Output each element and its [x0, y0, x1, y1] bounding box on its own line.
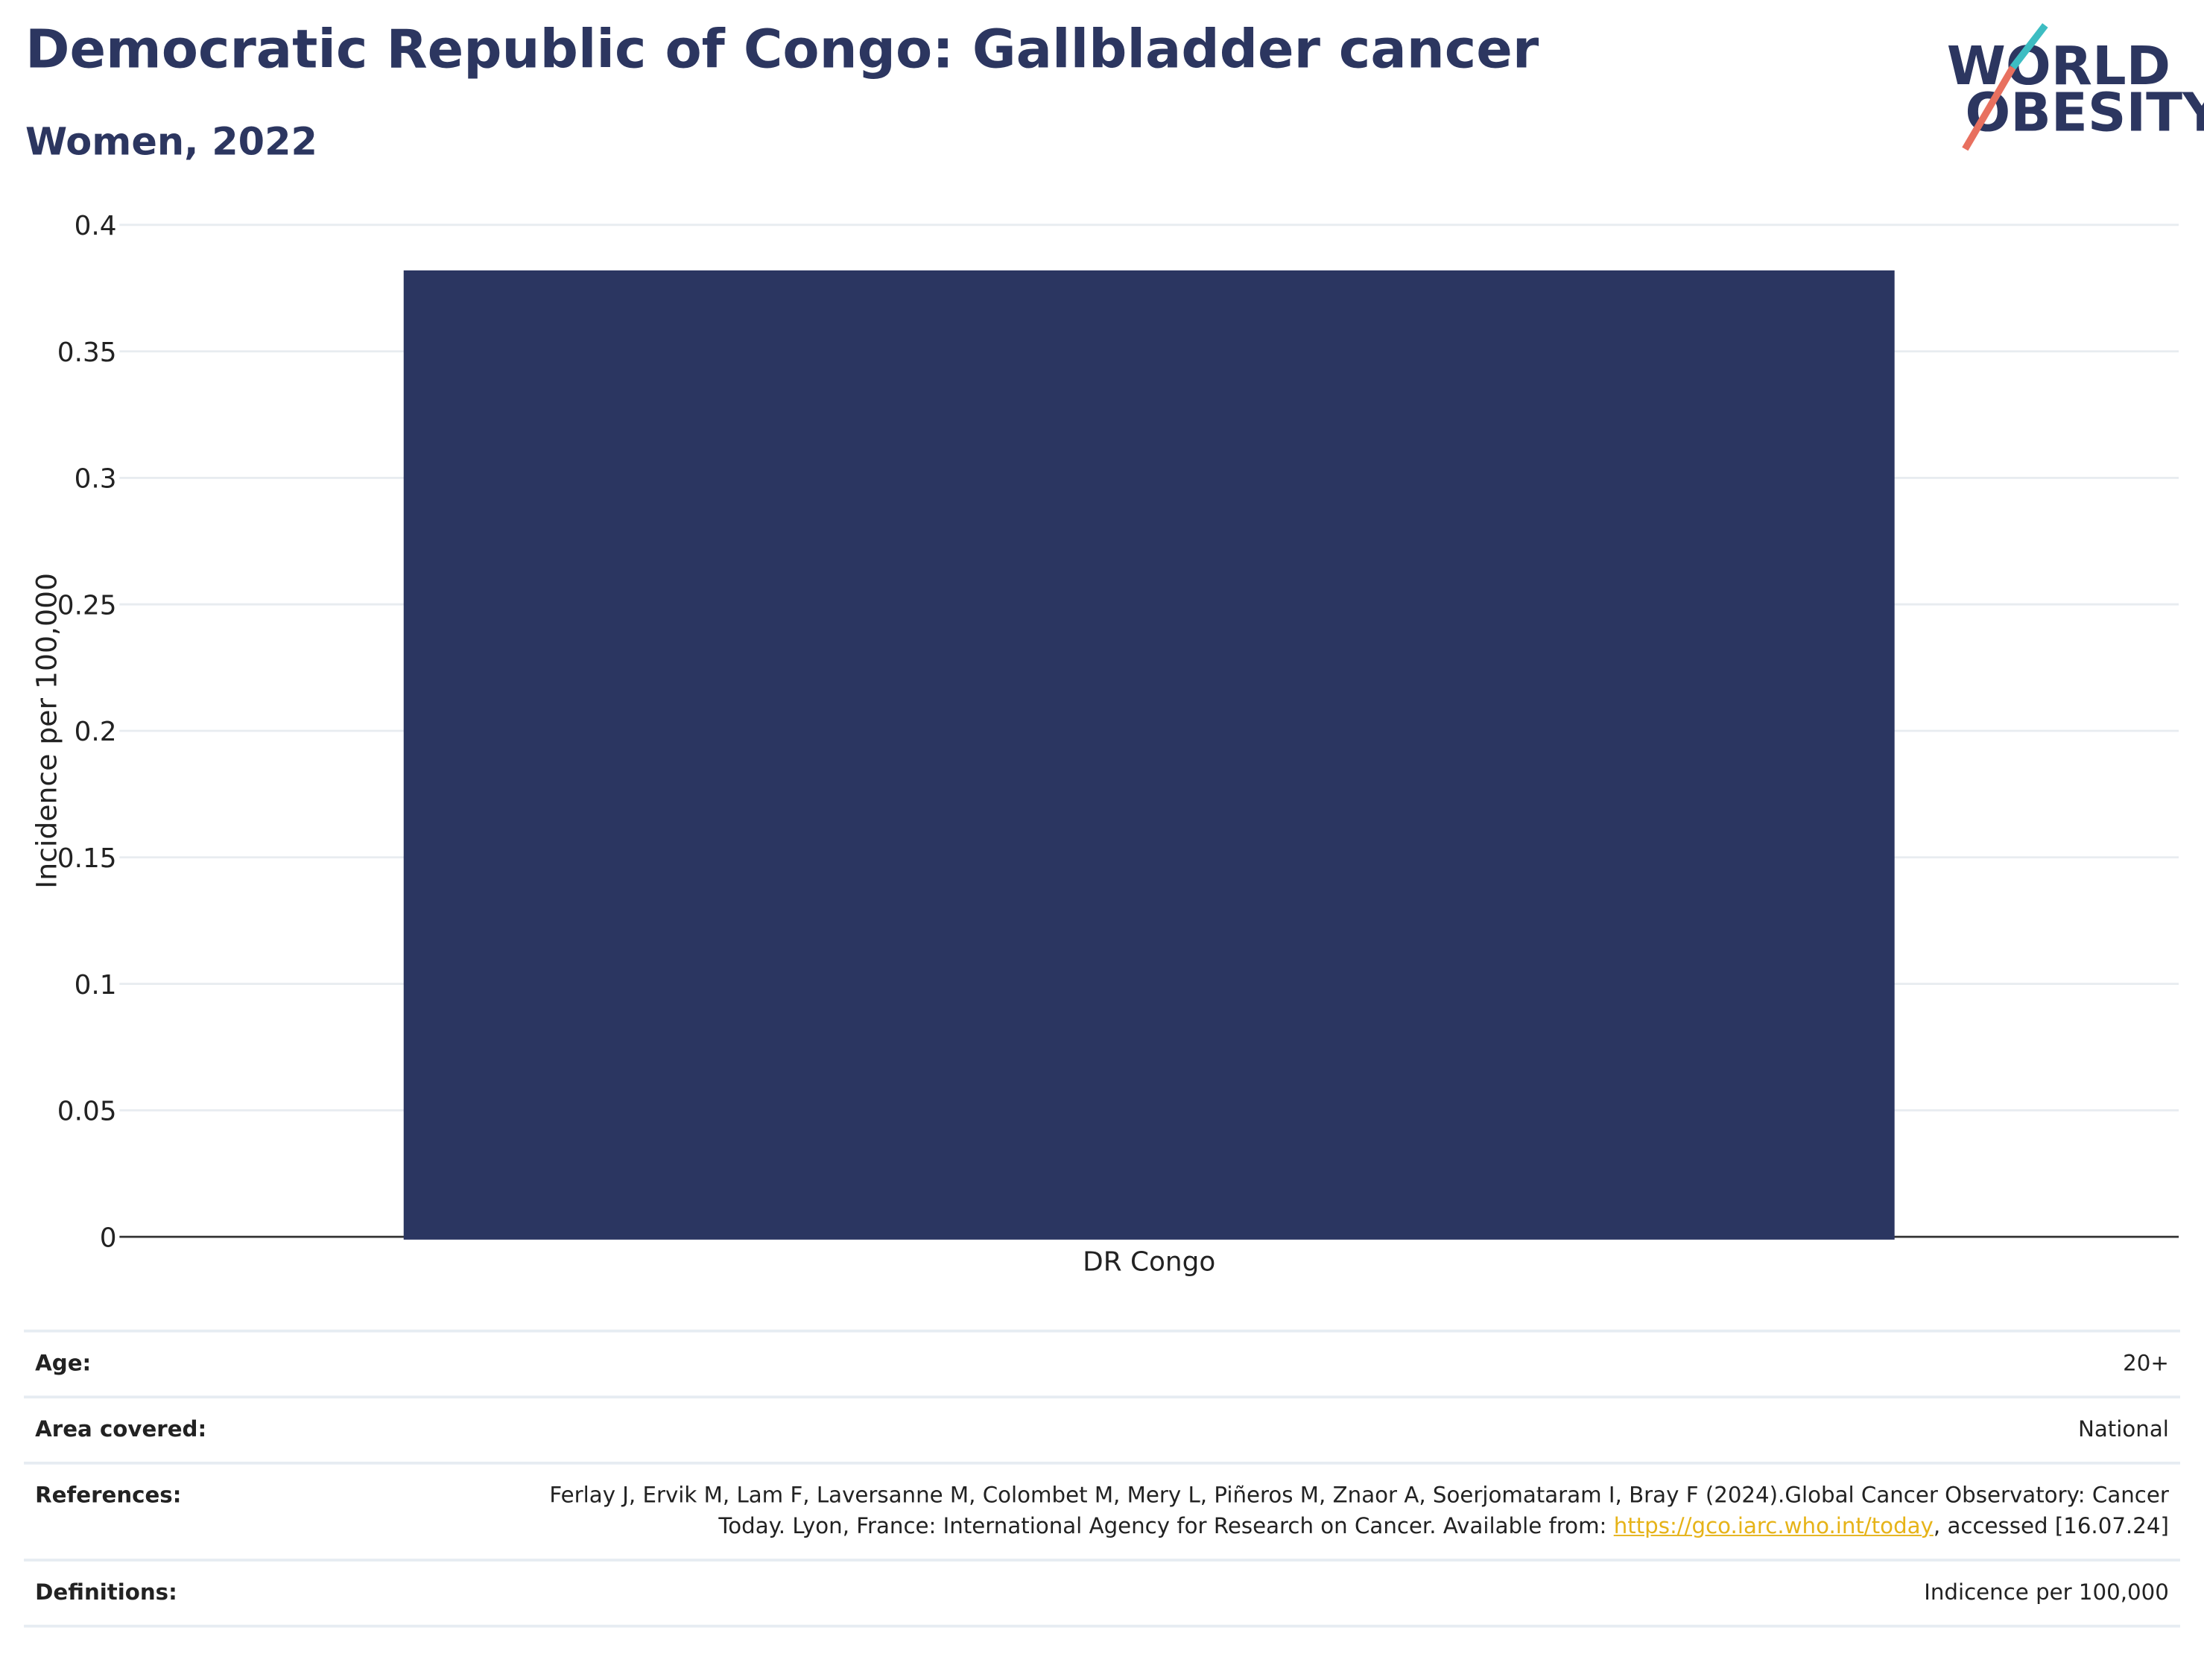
row-label: References:	[35, 1483, 182, 1509]
y-tick-label: 0.15	[57, 843, 117, 874]
row-label: Area covered:	[35, 1416, 207, 1442]
table-row: Age: 20+	[24, 1329, 2180, 1396]
logo-text: WORLD	[1947, 34, 2170, 97]
row-label: Age:	[35, 1350, 92, 1376]
table-row: References: Ferlay J, Ervik M, Lam F, Lav…	[24, 1461, 2180, 1559]
y-tick-label: 0.05	[57, 1097, 117, 1127]
y-tick-label: 0.1	[75, 970, 117, 1001]
row-value: Ferlay J, Ervik M, Lam F, Laversanne M, …	[510, 1480, 2169, 1541]
chart: Democratic Republic of Congo: Gallbladde…	[25, 18, 2204, 1278]
info-table: Age: 20+ Area covered: National References: F…	[24, 1329, 2180, 1628]
row-label: Definitions:	[35, 1579, 177, 1605]
table-row: Definitions: Indicence per 100,000	[24, 1559, 2180, 1628]
row-value: National	[2078, 1416, 2169, 1442]
y-tick-label: 0.4	[75, 211, 117, 241]
x-tick-label: DR Congo	[1083, 1246, 1215, 1277]
logo-text: OBESITY	[1965, 80, 2204, 143]
logo-slash	[2010, 23, 2048, 70]
logo-slash	[1962, 66, 2016, 151]
reference-text: Ferlay J, Ervik M, Lam F, Laversanne M, …	[549, 1483, 2169, 1539]
reference-link[interactable]: https://gco.iarc.who.int/today	[1613, 1513, 1934, 1539]
y-axis-label: Incidence per 100,000	[30, 573, 63, 889]
y-tick-label: 0.35	[57, 337, 117, 368]
y-tick-label: 0.25	[57, 590, 117, 621]
y-tick-label: 0	[100, 1223, 117, 1253]
y-tick-label: 0.2	[75, 717, 117, 747]
y-tick-label: 0.3	[75, 464, 117, 495]
bar	[403, 270, 1895, 1240]
table-row: Area covered: National	[24, 1395, 2180, 1462]
row-value: 20+	[2123, 1350, 2169, 1376]
chart-title: Democratic Republic of Congo: Gallbladde…	[25, 18, 1539, 80]
reference-accessed: , accessed [16.07.24]	[1933, 1513, 2169, 1539]
chart-subtitle: Women, 2022	[25, 121, 317, 165]
row-value: Indicence per 100,000	[1924, 1579, 2169, 1605]
